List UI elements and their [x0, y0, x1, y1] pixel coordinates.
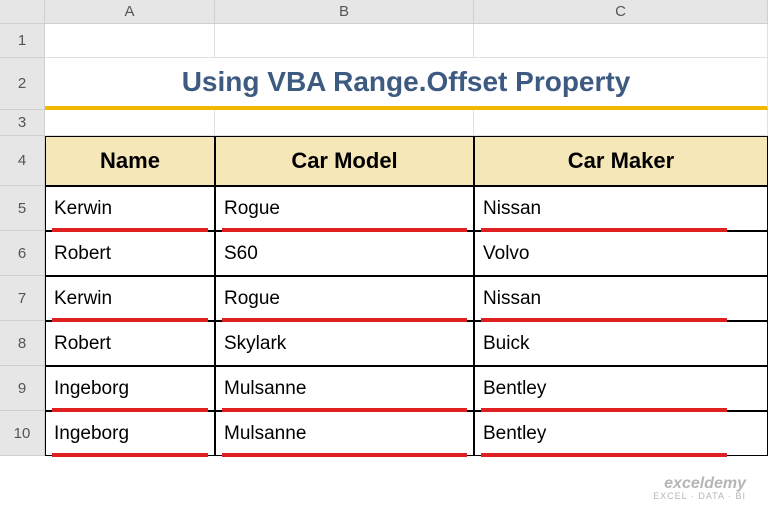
- cell[interactable]: [474, 24, 768, 58]
- cell-maker[interactable]: Bentley: [474, 366, 768, 411]
- cell[interactable]: [215, 24, 474, 58]
- col-header-C[interactable]: C: [474, 0, 768, 24]
- cell[interactable]: [45, 24, 215, 58]
- cell-maker[interactable]: Bentley: [474, 411, 768, 456]
- cell-model[interactable]: Rogue: [215, 276, 474, 321]
- watermark-subtitle: EXCEL · DATA · BI: [653, 492, 746, 502]
- row-header-2[interactable]: 2: [0, 58, 45, 110]
- cell[interactable]: [215, 110, 474, 136]
- header-model[interactable]: Car Model: [215, 136, 474, 186]
- row-header-1[interactable]: 1: [0, 24, 45, 58]
- cell-name[interactable]: Ingeborg: [45, 411, 215, 456]
- row-header-7[interactable]: 7: [0, 276, 45, 321]
- cell-model[interactable]: Skylark: [215, 321, 474, 366]
- row-header-8[interactable]: 8: [0, 321, 45, 366]
- cell-maker[interactable]: Buick: [474, 321, 768, 366]
- row-header-6[interactable]: 6: [0, 231, 45, 276]
- row-header-4[interactable]: 4: [0, 136, 45, 186]
- cell[interactable]: [474, 110, 768, 136]
- col-header-A[interactable]: A: [45, 0, 215, 24]
- cell-maker[interactable]: Volvo: [474, 231, 768, 276]
- watermark: exceldemy EXCEL · DATA · BI: [653, 475, 746, 502]
- cell-name[interactable]: Robert: [45, 231, 215, 276]
- row-header-10[interactable]: 10: [0, 411, 45, 456]
- row-header-9[interactable]: 9: [0, 366, 45, 411]
- cell-name[interactable]: Ingeborg: [45, 366, 215, 411]
- watermark-title: exceldemy: [653, 475, 746, 493]
- col-header-B[interactable]: B: [215, 0, 474, 24]
- spreadsheet: ABC 12Using VBA Range.Offset Property34Na…: [0, 0, 768, 456]
- cell-model[interactable]: Mulsanne: [215, 411, 474, 456]
- corner: [0, 0, 45, 24]
- page-title: Using VBA Range.Offset Property: [45, 58, 768, 110]
- header-name[interactable]: Name: [45, 136, 215, 186]
- row-header-5[interactable]: 5: [0, 186, 45, 231]
- cell-name[interactable]: Robert: [45, 321, 215, 366]
- header-maker[interactable]: Car Maker: [474, 136, 768, 186]
- cell-model[interactable]: S60: [215, 231, 474, 276]
- cell-model[interactable]: Mulsanne: [215, 366, 474, 411]
- cell-name[interactable]: Kerwin: [45, 276, 215, 321]
- cell-maker[interactable]: Nissan: [474, 276, 768, 321]
- row-header-3[interactable]: 3: [0, 110, 45, 136]
- cell-maker[interactable]: Nissan: [474, 186, 768, 231]
- cell-name[interactable]: Kerwin: [45, 186, 215, 231]
- cell-model[interactable]: Rogue: [215, 186, 474, 231]
- cell[interactable]: [45, 110, 215, 136]
